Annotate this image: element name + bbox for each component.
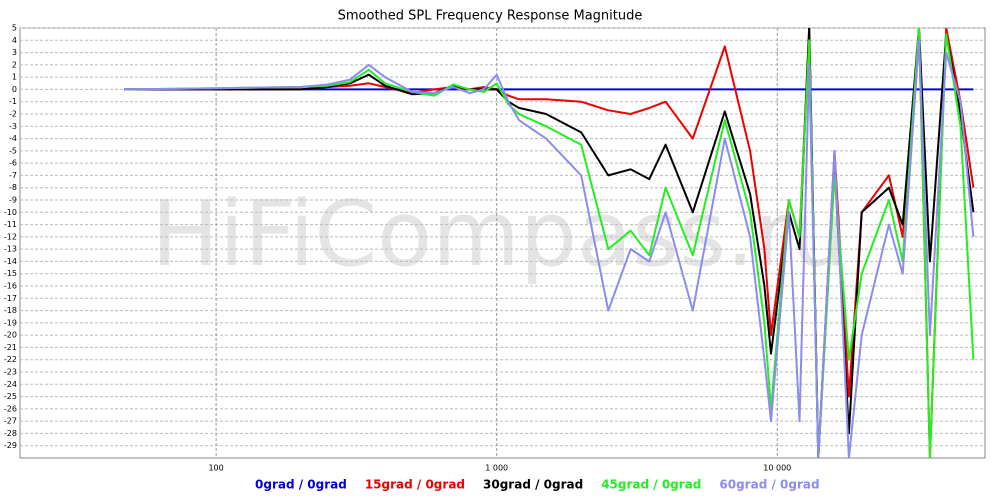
legend-entry: 0grad / 0grad	[255, 478, 347, 492]
legend-entry: 30grad / 0grad	[483, 478, 583, 492]
lines	[124, 28, 975, 458]
y-tick-label: -4	[9, 134, 17, 143]
y-tick-label: -23	[4, 368, 17, 377]
y-tick-label: -26	[4, 404, 17, 413]
y-tick-label: -5	[9, 146, 17, 155]
x-tick-label: 10 000	[763, 464, 791, 473]
y-tick-label: -3	[9, 122, 17, 131]
series-line	[124, 28, 975, 458]
legend-entry: 15grad / 0grad	[365, 478, 465, 492]
y-tick-label: -12	[4, 232, 17, 241]
y-tick-label: -2	[9, 110, 17, 119]
chart-title: Smoothed SPL Frequency Response Magnitud…	[338, 9, 643, 24]
y-tick-label: 3	[12, 48, 17, 57]
y-tick-label: -22	[4, 355, 17, 364]
x-tick-label: 1 000	[485, 464, 508, 473]
y-tick-label: 1	[12, 73, 17, 82]
y-tick-label: -14	[4, 257, 17, 266]
x-tick-label: 100	[208, 464, 223, 473]
legend-entry: 45grad / 0grad	[601, 478, 701, 492]
y-tick-label: 4	[12, 36, 17, 45]
y-tick-label: -21	[4, 343, 17, 352]
y-tick-label: -9	[9, 196, 17, 205]
y-tick-label: 2	[12, 60, 17, 69]
legend-entry: 60grad / 0grad	[719, 478, 819, 492]
watermark: HiFiCompass.ru	[151, 182, 848, 287]
legend: 0grad / 0grad 15grad / 0grad 30grad / 0gra…	[255, 478, 820, 492]
y-tick-label: -18	[4, 306, 17, 315]
y-tick-label: -11	[4, 220, 17, 229]
y-tick-label: -28	[4, 429, 17, 438]
y-tick-label: -24	[4, 380, 17, 389]
y-tick-label: -17	[4, 294, 17, 303]
y-tick-label: -19	[4, 318, 17, 327]
y-tick-label: -7	[9, 171, 17, 180]
series-line	[124, 39, 975, 458]
y-tick-label: -8	[9, 183, 17, 192]
y-tick-label: -6	[9, 159, 17, 168]
y-tick-label: -29	[4, 441, 17, 450]
y-tick-label: -16	[4, 282, 17, 291]
y-tick-label: -13	[4, 245, 17, 254]
y-tick-label: -20	[4, 331, 17, 340]
plot-area	[19, 27, 986, 459]
y-tick-label: -1	[9, 97, 17, 106]
y-tick-label: -27	[4, 417, 17, 426]
y-tick-label: 0	[12, 85, 17, 94]
grid: 5 4 3 2 1 0 -1 -2 -3 -4 -5 -6 -7 -8 -9 -10 -11 -12 -13 -14 -…	[4, 24, 985, 473]
y-tick-label: -15	[4, 269, 17, 278]
series-line	[124, 28, 975, 458]
y-tick-label: 5	[12, 24, 17, 33]
y-tick-label: -25	[4, 392, 17, 401]
y-tick-label: -10	[4, 208, 17, 217]
